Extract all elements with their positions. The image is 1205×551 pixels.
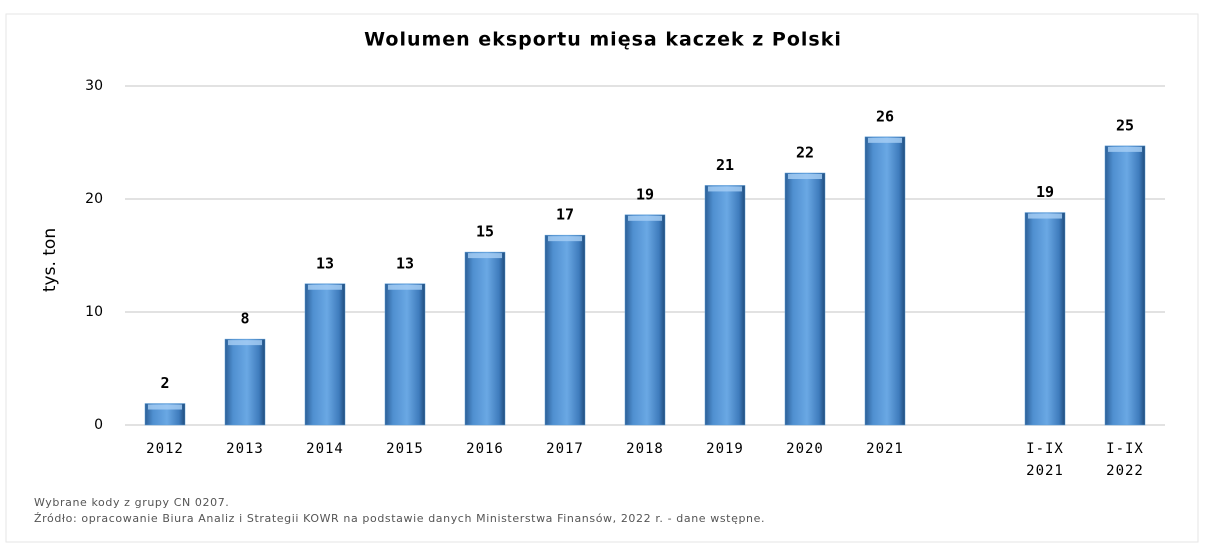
data-label: 15 bbox=[476, 223, 494, 241]
bar-highlight bbox=[148, 404, 182, 410]
bar-highlight bbox=[788, 174, 822, 180]
data-label: 13 bbox=[316, 254, 334, 272]
bar-highlight bbox=[868, 137, 902, 143]
bar-highlight bbox=[228, 340, 262, 346]
x-tick-label: 2016 bbox=[466, 441, 504, 457]
x-tick-label: 2020 bbox=[786, 441, 824, 457]
bar bbox=[224, 338, 266, 426]
x-tick-label: 2014 bbox=[306, 441, 344, 457]
y-tick-label: 0 bbox=[94, 417, 103, 433]
bar bbox=[784, 172, 826, 426]
data-label: 13 bbox=[396, 254, 414, 272]
bar bbox=[544, 234, 586, 426]
data-label: 8 bbox=[240, 310, 249, 328]
y-axis-label: tys. ton bbox=[40, 228, 60, 292]
bar bbox=[624, 214, 666, 426]
x-tick-label: 2018 bbox=[626, 441, 664, 457]
x-tick-label: 2017 bbox=[546, 441, 584, 457]
data-label: 26 bbox=[876, 107, 894, 125]
x-tick-label: I-IX 2021 bbox=[1026, 441, 1064, 479]
bar-highlight bbox=[308, 284, 342, 290]
bar bbox=[464, 251, 506, 426]
data-label: 19 bbox=[1036, 183, 1054, 201]
data-label: 17 bbox=[556, 206, 574, 224]
y-tick-label: 30 bbox=[85, 78, 103, 94]
data-label: 21 bbox=[716, 156, 734, 174]
bar-highlight bbox=[628, 215, 662, 221]
data-label: 19 bbox=[636, 185, 654, 203]
y-tick-label: 10 bbox=[85, 304, 103, 320]
note: Wybrane kody z grupy CN 0207. bbox=[34, 496, 229, 509]
chart-title: Wolumen eksportu mięsa kaczek z Polski bbox=[364, 29, 842, 51]
x-tick-label: 2013 bbox=[226, 441, 264, 457]
bar-highlight bbox=[1108, 146, 1142, 152]
frame bbox=[5, 13, 1199, 543]
bar-highlight bbox=[548, 236, 582, 242]
bar-highlight bbox=[708, 186, 742, 192]
note: Źródło: opracowanie Biura Analiz i Strat… bbox=[34, 512, 765, 525]
bar bbox=[304, 283, 346, 426]
data-label: 22 bbox=[796, 144, 814, 162]
x-tick-label: 2012 bbox=[146, 441, 184, 457]
data-label: 25 bbox=[1116, 116, 1134, 134]
bar-highlight bbox=[468, 253, 502, 259]
bar bbox=[704, 185, 746, 426]
bar bbox=[1104, 145, 1146, 426]
x-tick-label: 2019 bbox=[706, 441, 744, 457]
x-tick-label: 2021 bbox=[866, 441, 904, 457]
x-tick-label: I-IX 2022 bbox=[1106, 441, 1144, 479]
data-label: 2 bbox=[160, 374, 169, 392]
y-tick-label: 20 bbox=[85, 191, 103, 207]
bar bbox=[864, 136, 906, 426]
bar-highlight bbox=[388, 284, 422, 290]
bar bbox=[1024, 212, 1066, 426]
bar bbox=[384, 283, 426, 426]
x-tick-label: 2015 bbox=[386, 441, 424, 457]
bar-highlight bbox=[1028, 213, 1062, 219]
